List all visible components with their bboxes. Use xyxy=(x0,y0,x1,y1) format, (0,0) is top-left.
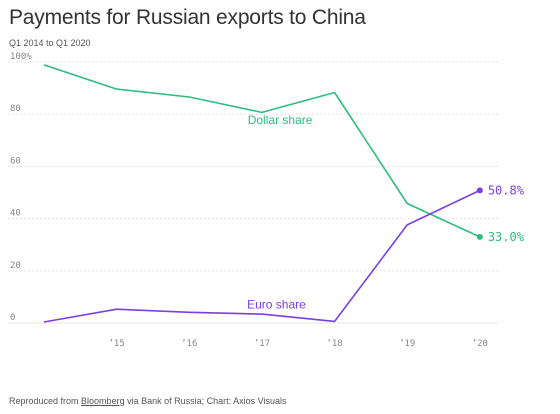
chart-subtitle: Q1 2014 to Q1 2020 xyxy=(9,38,91,48)
series-end-point xyxy=(476,187,483,194)
series-name-label: Euro share xyxy=(247,297,306,311)
source-suffix: via Bank of Russia; Chart: Axios Visuals xyxy=(124,396,287,406)
x-tick-label: ’17 xyxy=(254,339,270,349)
series-end-label: 50.8% xyxy=(488,183,525,197)
line-chart: 0 20 40 60 80 100% ’15 ’16 ’17 ’18 ’19 ’20 33.0% Do… xyxy=(8,52,525,349)
x-tick-label: ’19 xyxy=(399,339,415,349)
x-tick-label: ’16 xyxy=(181,339,197,349)
series-end-point xyxy=(476,233,483,240)
y-axis-ticks: 0 20 40 60 80 100% xyxy=(10,52,32,323)
y-tick-label: 60 xyxy=(10,156,21,166)
x-tick-label: ’20 xyxy=(472,339,488,349)
y-tick-label: 100% xyxy=(10,52,32,62)
source-prefix: Reproduced from xyxy=(9,396,82,406)
x-tick-label: ’18 xyxy=(326,339,342,349)
y-tick-label: 0 xyxy=(10,313,15,323)
gridlines xyxy=(8,61,498,324)
x-axis-ticks: ’15 ’16 ’17 ’18 ’19 ’20 xyxy=(109,339,488,349)
series-name-label: Dollar share xyxy=(248,113,313,127)
series-end-label: 33.0% xyxy=(488,230,525,244)
source-note: Reproduced from Bloomberg via Bank of Ru… xyxy=(9,396,287,406)
y-tick-label: 20 xyxy=(10,261,21,271)
series-lines xyxy=(43,64,483,323)
series-line-dollar-share xyxy=(43,64,481,238)
x-tick-label: ’15 xyxy=(109,339,125,349)
chart-title: Payments for Russian exports to China xyxy=(9,6,366,29)
series-line-euro-share xyxy=(43,189,481,323)
source-link[interactable]: Bloomberg xyxy=(81,396,125,406)
y-tick-label: 80 xyxy=(10,104,21,114)
series-labels: 33.0% Dollar share 50.8% Euro share xyxy=(247,113,525,312)
y-tick-label: 40 xyxy=(10,209,21,219)
